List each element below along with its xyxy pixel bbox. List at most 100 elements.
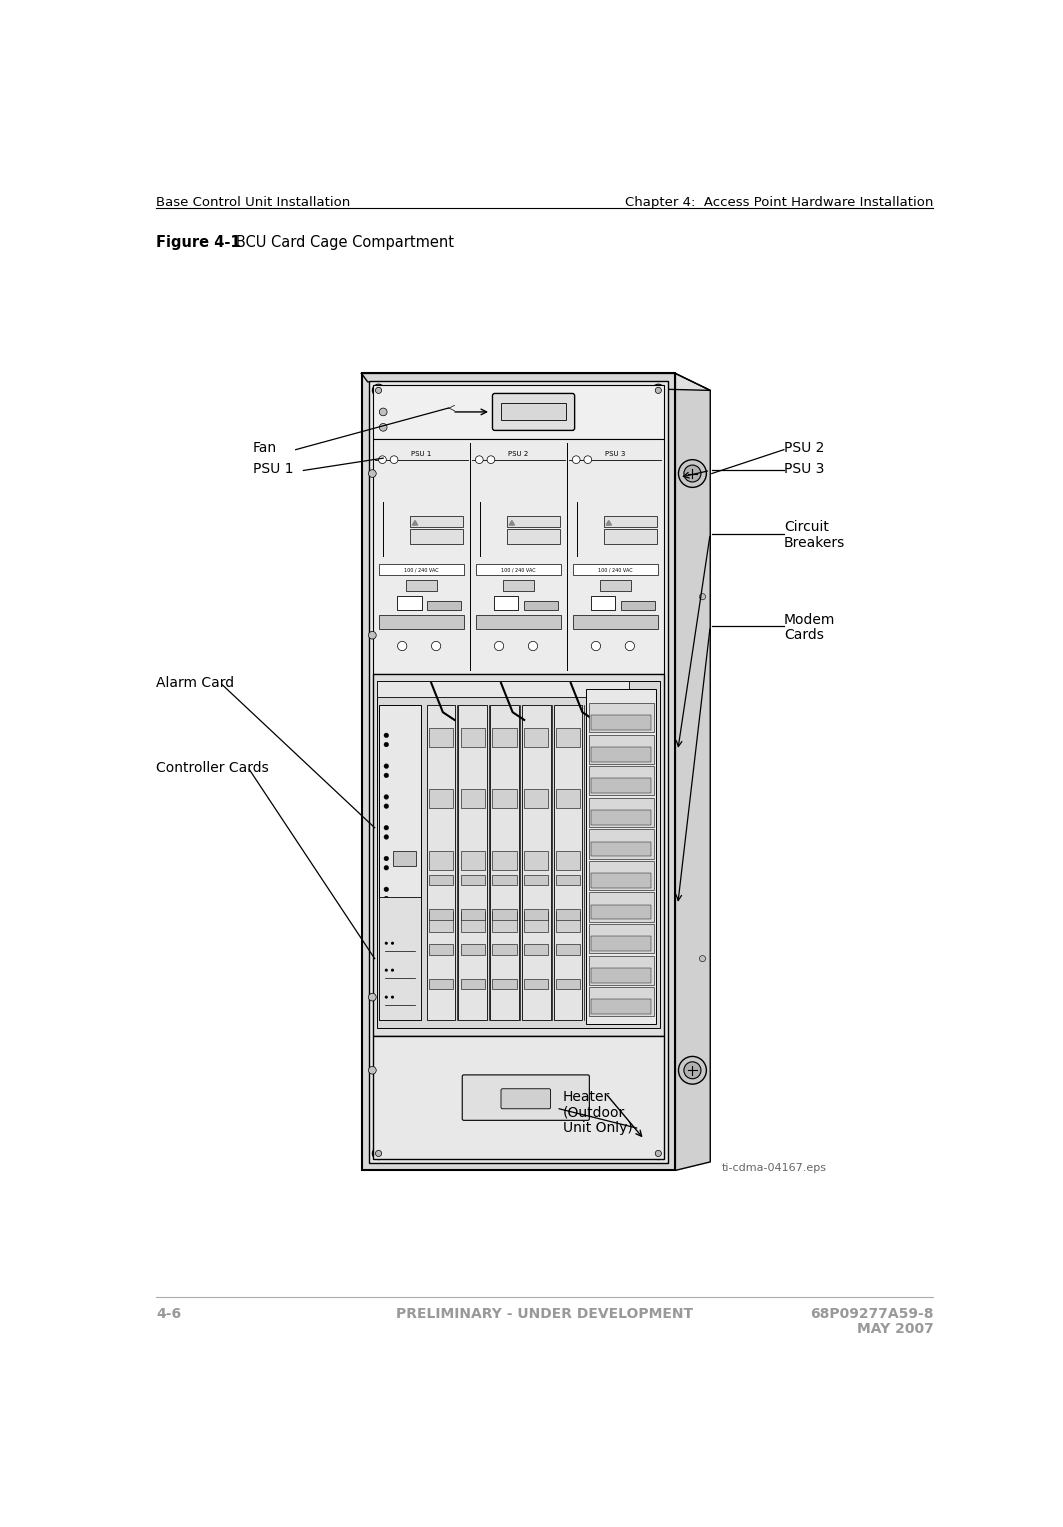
Circle shape <box>384 733 389 738</box>
Bar <box>600 580 630 591</box>
Circle shape <box>384 948 389 953</box>
Circle shape <box>372 1147 385 1159</box>
Circle shape <box>385 942 388 945</box>
Circle shape <box>384 773 389 777</box>
Bar <box>492 851 517 870</box>
Bar <box>492 875 517 886</box>
Text: PSU 3: PSU 3 <box>783 461 824 476</box>
Bar <box>460 728 485 747</box>
Bar <box>379 615 463 629</box>
Bar <box>378 704 421 1020</box>
Circle shape <box>390 457 398 464</box>
Text: Fan: Fan <box>253 441 277 455</box>
Text: Breakers: Breakers <box>783 536 845 550</box>
Text: Base Control Unit Installation: Base Control Unit Installation <box>156 197 351 209</box>
Bar <box>373 385 663 438</box>
Text: Unit Only): Unit Only) <box>563 1121 632 1135</box>
Bar <box>524 851 549 870</box>
Polygon shape <box>412 521 418 525</box>
Bar <box>591 904 652 919</box>
Bar <box>589 956 654 985</box>
Bar <box>429 728 453 747</box>
Circle shape <box>369 631 376 640</box>
Bar <box>554 704 583 1020</box>
Bar <box>458 704 487 1020</box>
Bar <box>460 979 485 989</box>
Text: PSU 1: PSU 1 <box>411 452 432 457</box>
Bar <box>591 1000 652 1014</box>
Circle shape <box>384 887 389 892</box>
Bar <box>573 565 658 576</box>
Bar <box>591 747 652 762</box>
Circle shape <box>699 956 706 962</box>
Bar <box>556 875 580 886</box>
Bar <box>377 681 660 1028</box>
Bar <box>524 910 549 921</box>
Bar <box>406 580 437 591</box>
Circle shape <box>379 408 387 415</box>
Bar <box>604 516 657 527</box>
Circle shape <box>384 918 389 922</box>
Circle shape <box>369 993 376 1002</box>
Polygon shape <box>509 521 514 525</box>
Bar <box>524 875 549 886</box>
Bar <box>492 913 517 931</box>
Text: 100 / 240 VAC: 100 / 240 VAC <box>598 567 632 573</box>
Text: Heater: Heater <box>563 1090 610 1104</box>
Circle shape <box>384 866 389 870</box>
Text: PSU 3: PSU 3 <box>605 452 625 457</box>
Bar <box>573 615 658 629</box>
Circle shape <box>699 594 706 600</box>
Bar <box>591 809 652 825</box>
Circle shape <box>384 857 389 861</box>
Circle shape <box>384 957 389 962</box>
Bar <box>377 681 629 696</box>
Text: 4-6: 4-6 <box>156 1307 182 1321</box>
Bar <box>426 704 455 1020</box>
Bar <box>524 913 549 931</box>
Bar <box>492 728 517 747</box>
Circle shape <box>391 942 394 945</box>
Circle shape <box>375 388 382 394</box>
Bar <box>460 851 485 870</box>
Circle shape <box>369 1066 376 1073</box>
Bar <box>429 875 453 886</box>
Bar <box>556 728 580 747</box>
Text: Figure 4-1: Figure 4-1 <box>156 235 240 250</box>
Bar <box>589 702 654 733</box>
Circle shape <box>487 457 494 464</box>
Circle shape <box>378 457 386 464</box>
Circle shape <box>384 803 389 808</box>
Bar <box>492 979 517 989</box>
Bar <box>591 873 652 887</box>
Text: 100 / 240 VAC: 100 / 240 VAC <box>404 567 439 573</box>
Bar <box>492 910 517 921</box>
Bar <box>373 1035 663 1159</box>
Circle shape <box>678 1057 707 1084</box>
Bar <box>524 944 549 954</box>
Circle shape <box>591 641 601 651</box>
Text: BCU Card Cage Compartment: BCU Card Cage Compartment <box>222 235 454 250</box>
Bar <box>591 841 652 857</box>
Bar <box>392 904 416 921</box>
Circle shape <box>655 388 661 394</box>
Bar <box>476 565 560 576</box>
Bar <box>392 959 416 974</box>
Bar <box>524 728 549 747</box>
Bar <box>507 516 560 527</box>
Bar <box>460 910 485 921</box>
Bar <box>492 789 517 808</box>
Text: PRELIMINARY - UNDER DEVELOPMENT: PRELIMINARY - UNDER DEVELOPMENT <box>395 1307 693 1321</box>
Bar <box>556 979 580 989</box>
Bar <box>524 600 558 609</box>
Bar <box>492 944 517 954</box>
Text: ti-cdma-04167.eps: ti-cdma-04167.eps <box>722 1164 827 1173</box>
Text: MAY 2007: MAY 2007 <box>857 1322 933 1336</box>
Bar <box>591 715 652 730</box>
Bar <box>373 438 663 673</box>
Bar <box>589 986 654 1017</box>
Polygon shape <box>361 374 710 391</box>
Circle shape <box>372 385 385 397</box>
Bar <box>392 851 416 866</box>
Circle shape <box>379 423 387 431</box>
